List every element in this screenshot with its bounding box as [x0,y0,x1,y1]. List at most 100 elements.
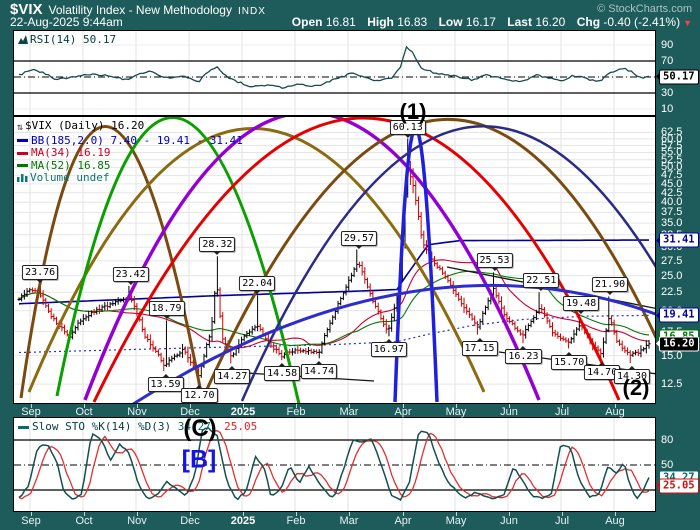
axis-pointer-icon [652,339,660,348]
legend-bb-text: BB(185,2.0) 7.40 - 19.41 - 31.41 [31,133,243,147]
price-callout: 23.42 [112,266,149,285]
legend-bb-row: BB(185,2.0) 7.40 - 19.41 - 31.41 [17,133,243,148]
month-label: 2025 [230,515,256,527]
month-tick [190,404,191,408]
down-triangle-icon: ▼ [683,18,692,28]
month-label: Feb [286,406,306,418]
rsi-legend-text: RSI(14) 50.17 [30,33,117,46]
month-label: Sep [21,406,41,418]
month-tick [31,512,32,516]
price-callout: 23.76 [22,264,59,283]
symbol: $VIX [10,1,43,18]
rsi-axis-tick-label: 70 [661,55,674,67]
price-callout: 29.57 [340,230,377,249]
sto-k-value: 34.27, [177,420,218,433]
price-callout: 22.51 [523,273,560,292]
price-value-box: 19.41 [656,307,699,323]
legend-symbol-row: ⇅ $VIX (Daily) 16.20 [17,119,243,135]
price-callout: 14.30 [613,366,651,385]
month-tick [243,404,244,408]
month-label: Sep [21,515,41,527]
month-label: Apr [394,406,412,418]
month-tick [137,512,138,516]
rsi-legend: RSI(14) 50.17 [18,33,116,46]
cycle-arc-brown-left [19,125,204,399]
sto-d-value: 25.05 [224,420,258,433]
sto-axis-tick-label: 80 [661,434,674,446]
price-callout: 14.70 [584,361,621,380]
price-callout: 21.90 [592,277,629,296]
axis-pointer-icon [652,311,660,320]
wave-annotation: (1) [399,99,427,124]
price-callout: 25.53 [476,253,513,272]
month-tick [456,512,457,516]
rsi-axis-tick-label: 90 [661,39,674,51]
cycle-arc-navy [240,124,655,402]
last-label: Last [507,15,532,29]
rsi-plot [14,31,655,115]
main-axis-tick-label: 47.5 [661,169,683,182]
month-tick [296,404,297,408]
legend-ma52-text: MA(52) 16.85 [31,158,111,172]
wave-annotation: (2) [622,375,650,400]
stochastic-plot [14,418,655,511]
price-callout: 14.74 [300,361,338,380]
volume-bars-icon [17,174,28,182]
price-legend: ⇅ $VIX (Daily) 16.20 BB(185,2.0) 7.40 - 1… [17,119,243,185]
quote-bar: Open 16.81 High 16.83 Low 16.17 Last 16.… [284,15,692,29]
month-label: Jul [554,515,570,527]
last-value: 16.20 [535,15,566,29]
month-label: Oct [75,515,93,527]
price-panel [13,116,656,404]
month-label: Dec [180,406,200,418]
legend-ma52-row: MA(52) 16.85 [17,158,243,173]
axis-pointer-icon [652,333,660,342]
month-label: Mar [339,406,359,418]
ma52-line-swatch [17,164,28,167]
legend-ma34-row: MA(34) 16.19 [17,146,243,160]
month-label: May [445,406,467,418]
open-label: Open [291,15,323,29]
month-tick [243,512,244,516]
price-callout: 14.27 [214,366,251,385]
axis-pointer-icon [652,236,660,245]
high-value: 16.83 [397,15,428,29]
month-tick [137,404,138,408]
sto-axis-tick-label: 50 [661,459,674,471]
chg-label: Chg [576,15,601,29]
rsi-axis-tick-label: 10 [661,103,674,115]
month-tick [509,512,510,516]
month-tick [190,512,191,516]
month-label: Nov [127,515,147,527]
month-tick [296,512,297,516]
stochastic-legend: Slow STO %K(14) %D(3) 34.27, 25.05 [18,420,257,433]
legend-volume-row: Volume undef [17,171,243,185]
main-axis-tick-label: 60.0 [661,132,683,145]
sto-line-swatch [18,425,29,429]
month-tick [562,404,563,408]
month-tick [84,512,85,516]
title-row: $VIX Volatility Index - New Methodology IN… [10,1,266,19]
symbol-name: Volatility Index - New Methodology [48,3,232,17]
stochastic-panel [13,417,656,512]
main-axis-tick-label: 22.5 [661,286,683,299]
bb-line-swatch [17,139,28,142]
main-axis-tick-label: 40.0 [661,196,683,209]
price-callout: 16.97 [370,339,407,358]
price-callout: 17.15 [461,337,498,356]
main-axis-tick-label: 52.5 [661,153,683,166]
month-label: Jul [554,406,570,418]
chart-datetime: 22-Aug-2025 9:44am [10,15,123,29]
cycle-arc-blue-wide [132,283,655,403]
main-axis-tick-label: 45.0 [661,177,683,190]
main-axis-tick-label: 35.0 [661,217,683,230]
price-callout: 22.04 [239,276,276,295]
month-tick [403,404,404,408]
month-label: Nov [127,406,147,418]
month-label: Dec [180,515,200,527]
price-value-box: 16.20 [656,336,699,352]
price-callout: 19.48 [563,295,600,314]
main-axis-tick-label: 37.5 [661,206,683,219]
price-callout: 14.58 [264,363,301,382]
legend-ma34-text: MA(34) 16.19 [31,146,111,159]
